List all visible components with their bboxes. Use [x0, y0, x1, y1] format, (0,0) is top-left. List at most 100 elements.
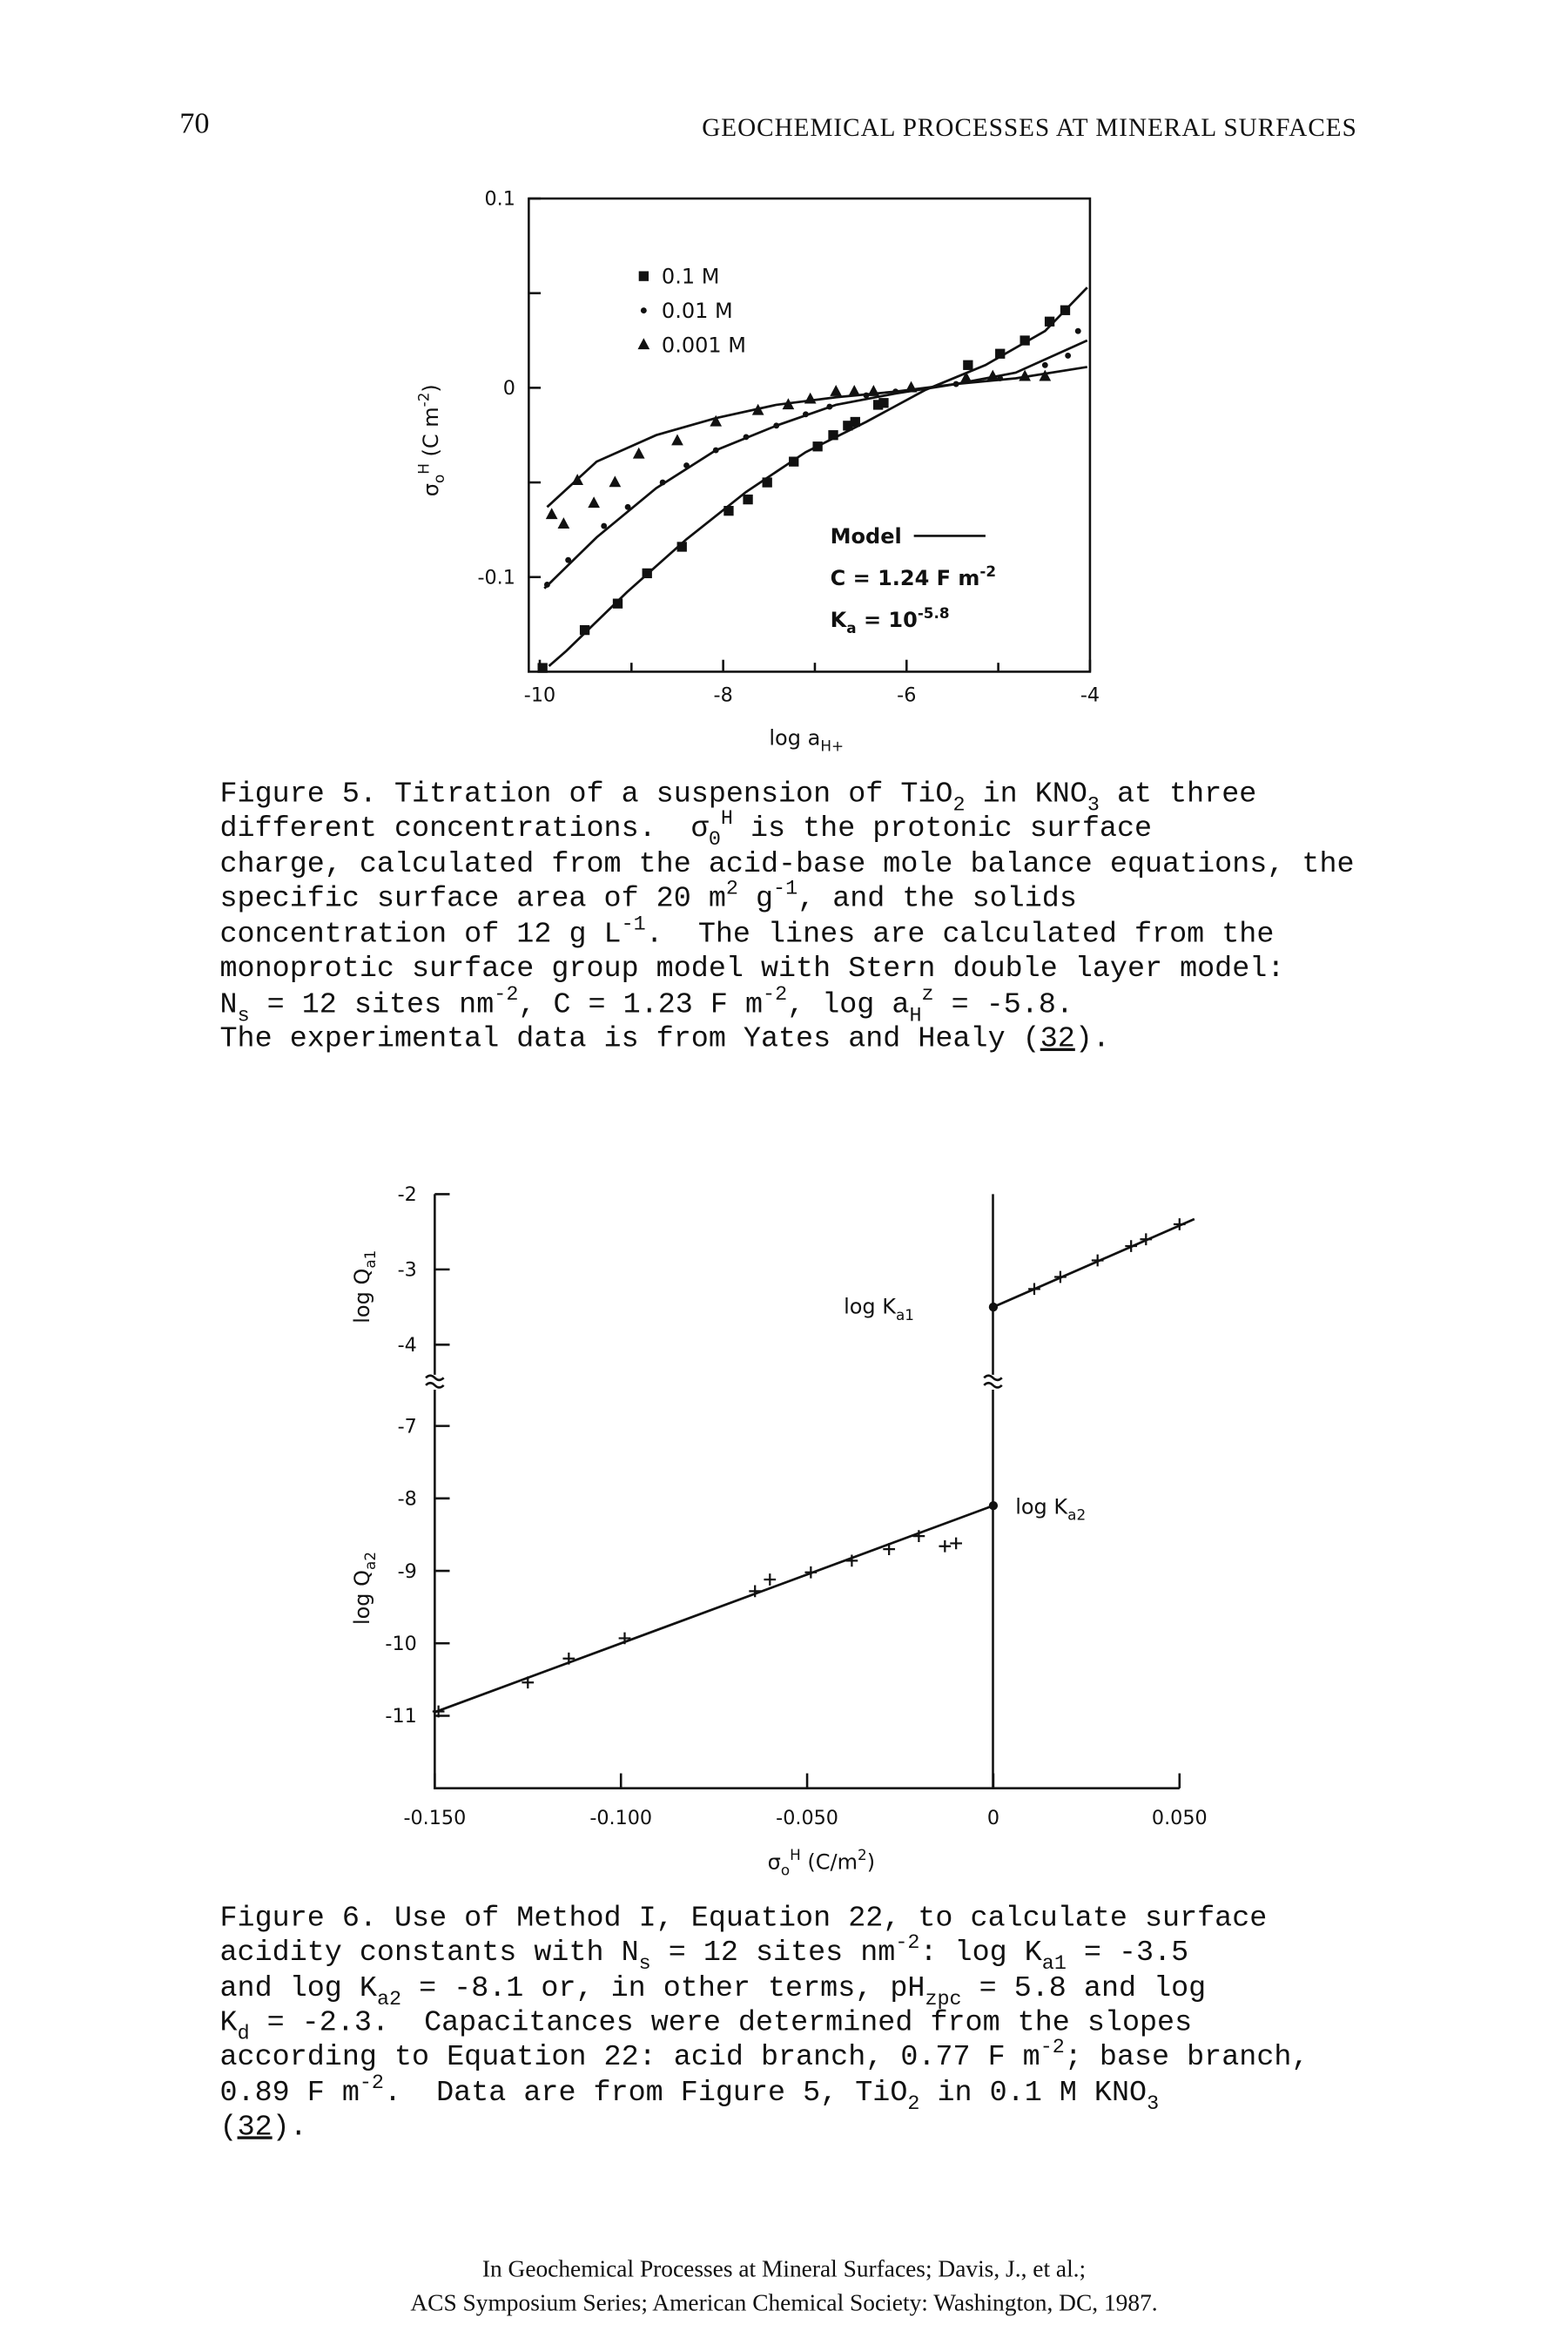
text-segment: -2 [360, 2072, 384, 2095]
y-tick-label: -8 [398, 1488, 417, 1511]
text-segment: Figure 6. Use of Method I, Equation 22, … [220, 1902, 1268, 1935]
caption-line: and log Ka2 = -8.1 or, in other terms, p… [220, 1972, 1207, 2011]
data-point [612, 598, 623, 609]
text-segment: -2 [415, 393, 433, 408]
text-segment: . The lines are calculated from the [646, 919, 1275, 952]
data-point [995, 348, 1006, 359]
text-segment: -2 [979, 562, 996, 580]
text-segment: 32 [1040, 1023, 1075, 1056]
data-point [1019, 369, 1032, 381]
data-point [562, 1652, 575, 1665]
text-segment: acidity constants with N [220, 1937, 639, 1970]
caption-line: The experimental data is from Yates and … [220, 1023, 1110, 1056]
data-point [762, 477, 772, 488]
data-point [1173, 1218, 1186, 1230]
text-segment: a2 [1067, 1506, 1086, 1523]
data-point [557, 517, 570, 529]
text-segment: 0 [709, 829, 721, 852]
x-axis-label: log aH+ [769, 725, 844, 754]
text-segment: -2 [895, 1932, 919, 1955]
data-point [565, 556, 572, 563]
text-segment: a2 [361, 1552, 379, 1570]
x-tick-label: 0.050 [1152, 1807, 1208, 1829]
text-segment: ). [1075, 1023, 1110, 1056]
text-segment: concentration of 12 g L [220, 919, 622, 952]
caption-line: acidity constants with Ns = 12 sites nm-… [220, 1932, 1189, 1976]
data-point [963, 360, 973, 370]
y-tick-label: -7 [398, 1415, 417, 1438]
text-segment: z [921, 984, 933, 1007]
data-point [892, 388, 899, 395]
footer-line: In Geochemical Processes at Mineral Surf… [482, 2255, 1086, 2281]
text-segment: 0.89 F m [220, 2077, 360, 2110]
x-tick-label: -8 [714, 684, 733, 707]
data-point [773, 422, 780, 429]
text-segment: -2 [763, 984, 787, 1007]
text-segment: a [846, 619, 856, 637]
data-point [804, 392, 817, 404]
text-segment: charge, calculated from the acid-base mo… [220, 848, 1355, 881]
text-segment: log K [844, 1295, 897, 1319]
x-tick-label: -4 [1080, 684, 1100, 707]
data-point [712, 447, 719, 454]
data-point [723, 506, 734, 516]
data-point [883, 1543, 896, 1555]
text-segment: in 0.1 M KNO [919, 2077, 1147, 2110]
text-segment: H [415, 463, 433, 475]
annotation: Ka = 10-5.8 [831, 604, 950, 637]
y-tick-label: 0 [503, 377, 515, 400]
caption-line: (32). [220, 2111, 307, 2144]
text-segment: and log K [220, 1972, 378, 2005]
data-point [803, 411, 809, 418]
y-tick-label: -11 [385, 1705, 416, 1728]
text-segment: -2 [494, 984, 518, 1007]
fit-line [993, 1217, 1195, 1309]
x-tick-label: -0.050 [776, 1807, 838, 1829]
y-tick-label: -3 [398, 1259, 417, 1282]
model-curve [548, 286, 1088, 667]
data-point [1044, 316, 1055, 327]
data-point [522, 1676, 535, 1689]
text-segment: 2 [952, 795, 965, 818]
data-point [848, 385, 861, 396]
y-tick-label: 0.1 [485, 188, 515, 211]
panel-label: log Ka2 [1015, 1494, 1086, 1523]
text-segment: -1 [773, 879, 797, 901]
data-point [863, 392, 870, 399]
text-segment: -2 [1040, 2037, 1065, 2059]
data-point [545, 508, 558, 520]
text-segment: 3 [1147, 2093, 1159, 2116]
model-label: Model [831, 524, 902, 549]
text-segment: , log a [787, 988, 909, 1021]
intercept-point [988, 1302, 999, 1312]
caption-line: 0.89 F m-2. Data are from Figure 5, TiO2… [220, 2072, 1160, 2116]
text-segment: H [721, 808, 733, 831]
legend-label: 0.01 M [662, 299, 733, 323]
data-point [830, 385, 843, 396]
footer-line: ACS Symposium Series; American Chemical … [410, 2290, 1157, 2316]
text-segment: N [220, 988, 238, 1021]
data-point [1039, 369, 1052, 381]
text-segment: 2 [907, 2093, 919, 2116]
text-segment: s [639, 1953, 651, 1976]
data-point [432, 1705, 445, 1718]
data-point [997, 375, 1004, 381]
text-segment: (C m [419, 407, 443, 463]
legend-label: 0.1 M [662, 265, 720, 289]
legend-marker [638, 271, 649, 281]
data-point [537, 663, 548, 673]
text-segment: = -8.1 or, in other terms, pH [401, 1972, 925, 2005]
text-segment: ) [419, 384, 443, 392]
data-point [1125, 1240, 1138, 1252]
text-segment: monoprotic surface group model with Ster… [220, 953, 1285, 986]
data-point [850, 416, 860, 428]
model-curve [546, 366, 1087, 509]
text-segment: = 10 [857, 608, 918, 632]
text-segment: ; base branch, [1065, 2041, 1309, 2074]
text-segment: different concentrations. σ [220, 812, 710, 845]
text-segment: -5.8 [918, 604, 950, 622]
data-point [751, 403, 764, 415]
data-point [743, 494, 753, 505]
